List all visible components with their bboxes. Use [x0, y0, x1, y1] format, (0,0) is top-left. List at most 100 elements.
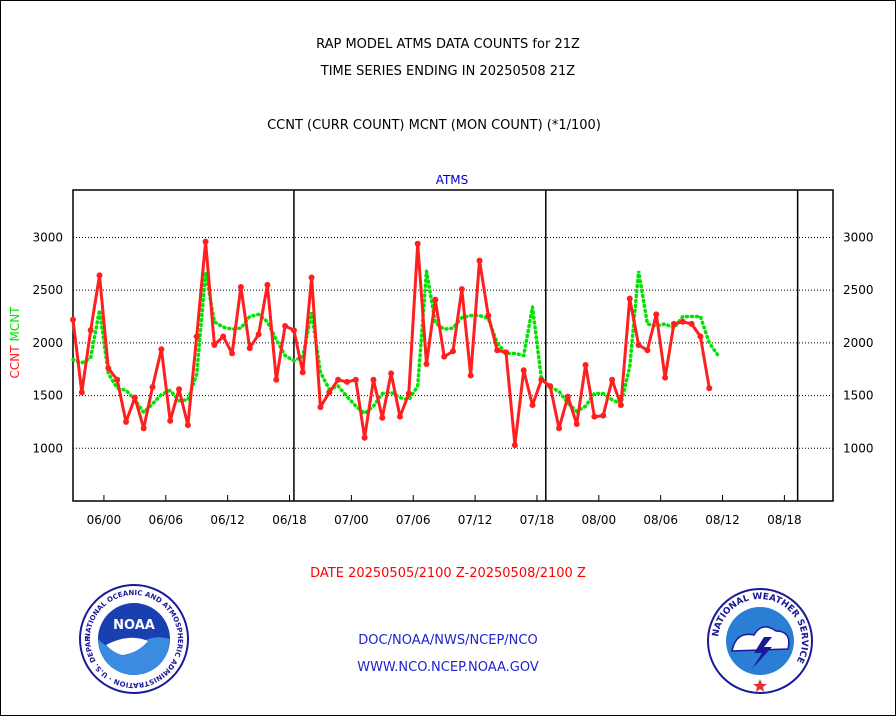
ytick-label-right: 1000: [843, 441, 874, 455]
ccnt-point: [211, 341, 218, 348]
y-tick-labels: 1000 1000 1500 1500 2000 2000 2500 2500 3000 3000: [32, 230, 873, 455]
ccnt-point: [617, 402, 624, 409]
ccnt-point: [458, 286, 465, 293]
ccnt-point: [485, 312, 492, 319]
noaa-logo-icon: NATIONAL OCEANIC AND ATMOSPHERIC ADMINIS…: [78, 583, 189, 694]
xtick-label: 07/06: [396, 513, 431, 527]
ccnt-point: [193, 333, 200, 340]
ccnt-point: [423, 360, 430, 367]
ccnt-point: [538, 376, 545, 383]
ytick-label-right: 1500: [843, 389, 874, 403]
ccnt-point: [529, 402, 536, 409]
ylabel-ccnt: CCNT: [8, 345, 22, 379]
ccnt-point: [564, 393, 571, 400]
ccnt-point: [105, 365, 112, 372]
ccnt-point: [167, 417, 174, 424]
ytick-label-right: 2500: [843, 283, 874, 297]
ccnt-point: [290, 327, 297, 334]
ccnt-point: [609, 376, 616, 383]
ccnt-point: [706, 385, 713, 392]
ccnt-point: [556, 425, 563, 432]
ccnt-point: [326, 389, 333, 396]
ccnt-point: [388, 370, 395, 377]
xtick-label: 07/18: [520, 513, 555, 527]
ccnt-point: [441, 353, 448, 360]
ccnt-point: [644, 347, 651, 354]
x-tick-labels: 06/00 06/06 06/12 06/18 07/00 07/06 07/12 07/18…: [87, 495, 802, 527]
ccnt-point: [573, 421, 580, 428]
nws-logo-icon: NATIONAL WEATHER SERVICE: [707, 588, 813, 694]
ccnt-point: [308, 274, 315, 281]
ccnt-point: [370, 376, 377, 383]
ccnt-point: [582, 362, 589, 369]
ylabel-mcnt: MCNT: [8, 306, 22, 342]
ccnt-point: [405, 390, 412, 397]
figure-subtitle: CCNT (CURR COUNT) MCNT (MON COUNT) (*1/1…: [267, 118, 601, 133]
ccnt-point: [237, 283, 244, 290]
ccnt-point: [511, 442, 518, 449]
day-separators: [293, 190, 799, 501]
xtick-label: 06/06: [148, 513, 183, 527]
nco-url-text[interactable]: WWW.NCO.NCEP.NOAA.GOV: [357, 660, 539, 675]
xtick-label: 08/18: [767, 513, 802, 527]
ccnt-point: [96, 272, 103, 279]
ytick-label-left: 2000: [32, 336, 63, 350]
ccnt-point: [299, 369, 306, 376]
ccnt-point: [688, 320, 695, 327]
ccnt-point: [70, 316, 76, 323]
ytick-label-left: 2500: [32, 283, 63, 297]
noaa-logo-text: NOAA: [113, 618, 155, 633]
ccnt-point: [653, 311, 660, 318]
ytick-label-right: 2000: [843, 336, 874, 350]
y-axis-label: CCNT MCNT: [8, 306, 22, 379]
ccnt-point: [158, 346, 165, 353]
ccnt-point: [255, 331, 262, 338]
ccnt-point: [220, 333, 227, 340]
ccnt-point: [140, 425, 147, 432]
plot-border: [72, 189, 834, 502]
ccnt-point: [547, 383, 554, 390]
ytick-label-left: 3000: [32, 230, 63, 244]
ccnt-point: [679, 318, 686, 325]
ccnt-point: [317, 404, 324, 411]
xtick-label: 08/00: [582, 513, 617, 527]
ccnt-point: [131, 394, 138, 401]
ccnt-point: [149, 384, 156, 391]
ccnt-point: [670, 320, 677, 327]
ccnt-point: [343, 378, 350, 385]
ccnt-point: [176, 386, 183, 393]
xtick-label: 06/12: [210, 513, 245, 527]
ccnt-point: [264, 281, 271, 288]
xtick-label: 07/00: [334, 513, 369, 527]
nco-link-text[interactable]: DOC/NOAA/NWS/NCEP/NCO: [358, 633, 538, 648]
xtick-label: 08/06: [643, 513, 678, 527]
ccnt-point: [450, 348, 456, 355]
ccnt-point: [600, 412, 607, 419]
xtick-label: 08/12: [705, 513, 740, 527]
ccnt-point: [520, 367, 527, 374]
ccnt-point: [282, 322, 289, 329]
ytick-label-left: 1000: [32, 441, 63, 455]
ccnt-point: [114, 376, 121, 383]
xtick-label: 06/00: [87, 513, 122, 527]
ccnt-point: [379, 414, 386, 421]
ccnt-point: [229, 350, 236, 357]
ccnt-point: [78, 389, 85, 396]
ccnt-point: [503, 349, 510, 356]
ccnt-point: [361, 434, 368, 441]
series-line-ccnt: [71, 240, 711, 447]
ccnt-point: [591, 413, 598, 420]
ccnt-point: [626, 295, 633, 302]
ccnt-point: [635, 341, 642, 348]
ccnt-point: [87, 327, 94, 334]
ccnt-point: [246, 345, 253, 352]
ccnt-point: [123, 418, 130, 425]
ccnt-point: [335, 376, 342, 383]
ccnt-point: [273, 376, 280, 383]
ccnt-point: [467, 372, 474, 379]
date-range-label: DATE 20250505/2100 Z-20250508/2100 Z: [310, 566, 586, 581]
ytick-label-right: 3000: [843, 230, 874, 244]
ccnt-point: [414, 240, 421, 247]
ccnt-point: [352, 376, 359, 383]
ccnt-point: [494, 347, 501, 354]
